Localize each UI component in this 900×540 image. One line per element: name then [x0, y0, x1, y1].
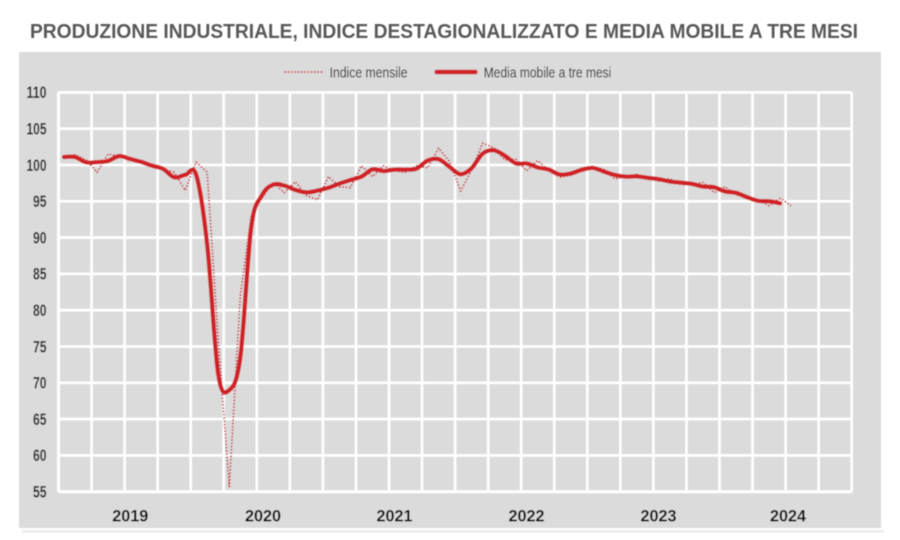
svg-text:2019: 2019 — [112, 508, 148, 526]
svg-text:Media mobile a tre mesi: Media mobile a tre mesi — [484, 65, 612, 81]
svg-text:55: 55 — [33, 483, 47, 502]
svg-text:PRODUZIONE INDUSTRIALE, INDICE: PRODUZIONE INDUSTRIALE, INDICE DESTAGION… — [30, 21, 858, 43]
svg-text:65: 65 — [33, 410, 47, 429]
svg-text:2023: 2023 — [640, 508, 676, 526]
svg-text:Indice mensile: Indice mensile — [330, 65, 408, 81]
svg-text:85: 85 — [33, 265, 47, 284]
svg-text:80: 80 — [33, 301, 47, 320]
svg-text:95: 95 — [33, 192, 47, 211]
svg-text:105: 105 — [27, 120, 47, 139]
svg-text:90: 90 — [33, 228, 47, 247]
svg-text:70: 70 — [33, 374, 47, 393]
svg-text:75: 75 — [33, 337, 47, 356]
svg-text:2020: 2020 — [245, 508, 281, 526]
svg-text:2021: 2021 — [376, 508, 412, 526]
svg-text:2024: 2024 — [770, 508, 806, 526]
svg-text:110: 110 — [27, 83, 47, 102]
svg-text:60: 60 — [33, 446, 47, 465]
svg-text:2022: 2022 — [508, 508, 544, 526]
svg-text:100: 100 — [27, 156, 47, 175]
